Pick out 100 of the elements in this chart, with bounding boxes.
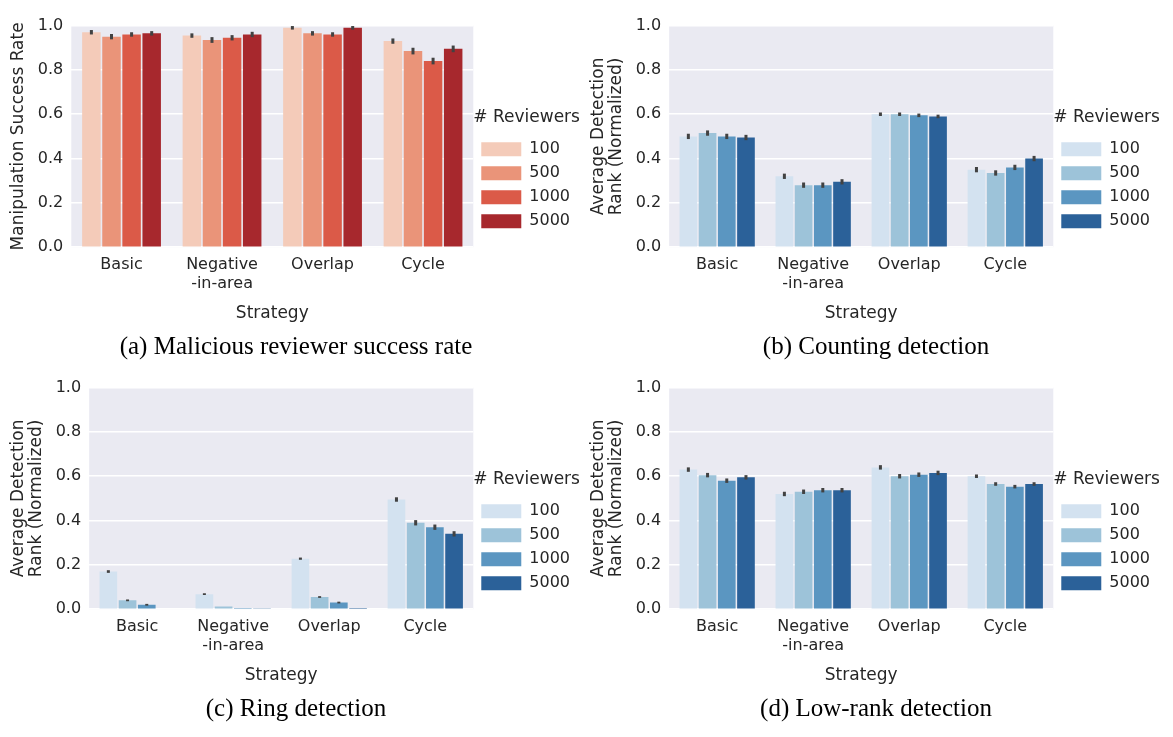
y-tick-label: 0.2 [635, 554, 662, 574]
bar [195, 594, 214, 609]
legend-label: 100 [1109, 138, 1140, 158]
bar [871, 467, 890, 609]
bar [310, 597, 329, 609]
text: (b) Counting detection [762, 332, 990, 361]
y-tick-label: 0.6 [635, 465, 662, 485]
legend-label: 100 [529, 138, 560, 158]
legend-label: 5000 [1109, 210, 1150, 230]
legend-title: # Reviewers [1053, 467, 1161, 488]
bar [99, 571, 118, 609]
text: (c) Ring detection [205, 694, 387, 724]
bar [717, 136, 736, 247]
legend-label: 5000 [529, 572, 570, 592]
y-tick-label: 0.6 [55, 465, 82, 485]
bar [833, 490, 851, 609]
legend-label: 1000 [529, 186, 570, 206]
x-tick-label: Negative -in-area [197, 615, 270, 655]
y-tick-label: 0.8 [635, 421, 662, 441]
y-tick-label: 0.2 [55, 554, 82, 574]
bar [967, 169, 986, 247]
y-axis-title: Average Detection Rank (Normalized) [587, 419, 626, 578]
bar [910, 115, 928, 247]
bar [890, 476, 909, 609]
x-tick-label: Basic [695, 253, 739, 273]
x-tick-label: Overlap [297, 615, 361, 635]
bar [775, 493, 794, 609]
bar [929, 472, 947, 609]
bar [986, 172, 1005, 247]
bar [986, 484, 1005, 609]
bar [118, 600, 137, 609]
legend-label: 5000 [1109, 572, 1150, 592]
y-axis-title: Average Detection Rank (Normalized) [7, 419, 46, 578]
bar [717, 480, 736, 609]
legend-label: 500 [1109, 524, 1140, 544]
bar [794, 491, 813, 609]
legend-label: 500 [529, 524, 560, 544]
bar [871, 114, 890, 247]
bar [737, 477, 755, 609]
y-tick-label: 1.0 [37, 14, 64, 34]
x-tick-label: Basic [115, 615, 159, 635]
bar [445, 533, 463, 609]
bar [426, 527, 444, 609]
x-tick-label: Cycle [983, 253, 1028, 273]
bar [929, 116, 947, 247]
bar [1006, 486, 1024, 609]
y-tick-label: 1.0 [635, 14, 662, 34]
y-tick-label: 0.2 [37, 192, 64, 212]
x-tick-label: Negative -in-area [777, 615, 850, 655]
y-tick-label: 0.0 [635, 236, 662, 256]
legend-label: 100 [1109, 500, 1140, 520]
y-tick-label: 0.8 [635, 59, 662, 79]
bar [890, 114, 909, 247]
bar [387, 499, 406, 609]
x-tick-label: Cycle [403, 615, 448, 635]
bar [833, 181, 851, 247]
bar [1006, 167, 1024, 247]
bar [967, 476, 986, 609]
legend-label: 5000 [529, 210, 570, 230]
legend-title: # Reviewers [473, 105, 581, 126]
bar [813, 490, 832, 609]
text: (a) Malicious reviewer success rate [119, 332, 473, 361]
bar [679, 469, 698, 609]
y-tick-label: 0.8 [37, 59, 64, 79]
legend-title: # Reviewers [473, 467, 581, 488]
y-tick-label: 1.0 [55, 376, 82, 396]
bar [698, 475, 717, 609]
bar [775, 176, 794, 247]
bar [698, 133, 717, 247]
x-tick-label: Negative -in-area [186, 253, 258, 293]
y-tick-label: 1.0 [635, 376, 662, 396]
x-tick-label: Overlap [877, 615, 941, 635]
x-axis-title: Strategy [824, 302, 898, 323]
x-tick-label: Cycle [983, 615, 1028, 635]
x-tick-label: Basic [100, 253, 143, 273]
x-tick-label: Overlap [877, 253, 941, 273]
legend-label: 1000 [1109, 186, 1150, 206]
bar [737, 137, 755, 247]
legend-label: 100 [529, 500, 560, 520]
y-tick-label: 0.6 [37, 103, 64, 123]
legend-label: 500 [1109, 162, 1140, 182]
y-tick-label: 0.6 [635, 103, 662, 123]
y-tick-label: 0.0 [37, 236, 64, 256]
bar [406, 522, 425, 609]
x-tick-label: Basic [695, 615, 739, 635]
y-tick-label: 0.4 [635, 509, 662, 529]
text: (d) Low-rank detection [760, 694, 992, 724]
bar [794, 185, 813, 247]
y-tick-label: 0.4 [37, 147, 64, 167]
legend-label: 1000 [529, 548, 570, 568]
legend-title: # Reviewers [1053, 105, 1161, 126]
y-tick-label: 0.2 [635, 192, 662, 212]
legend-label: 500 [529, 162, 560, 182]
y-tick-label: 0.0 [55, 598, 82, 618]
bar [910, 474, 928, 609]
legend-label: 1000 [1109, 548, 1150, 568]
x-axis-title: Strategy [824, 664, 898, 685]
bar [291, 558, 310, 609]
x-axis-title: Strategy [235, 302, 309, 323]
y-tick-label: 0.8 [55, 421, 82, 441]
